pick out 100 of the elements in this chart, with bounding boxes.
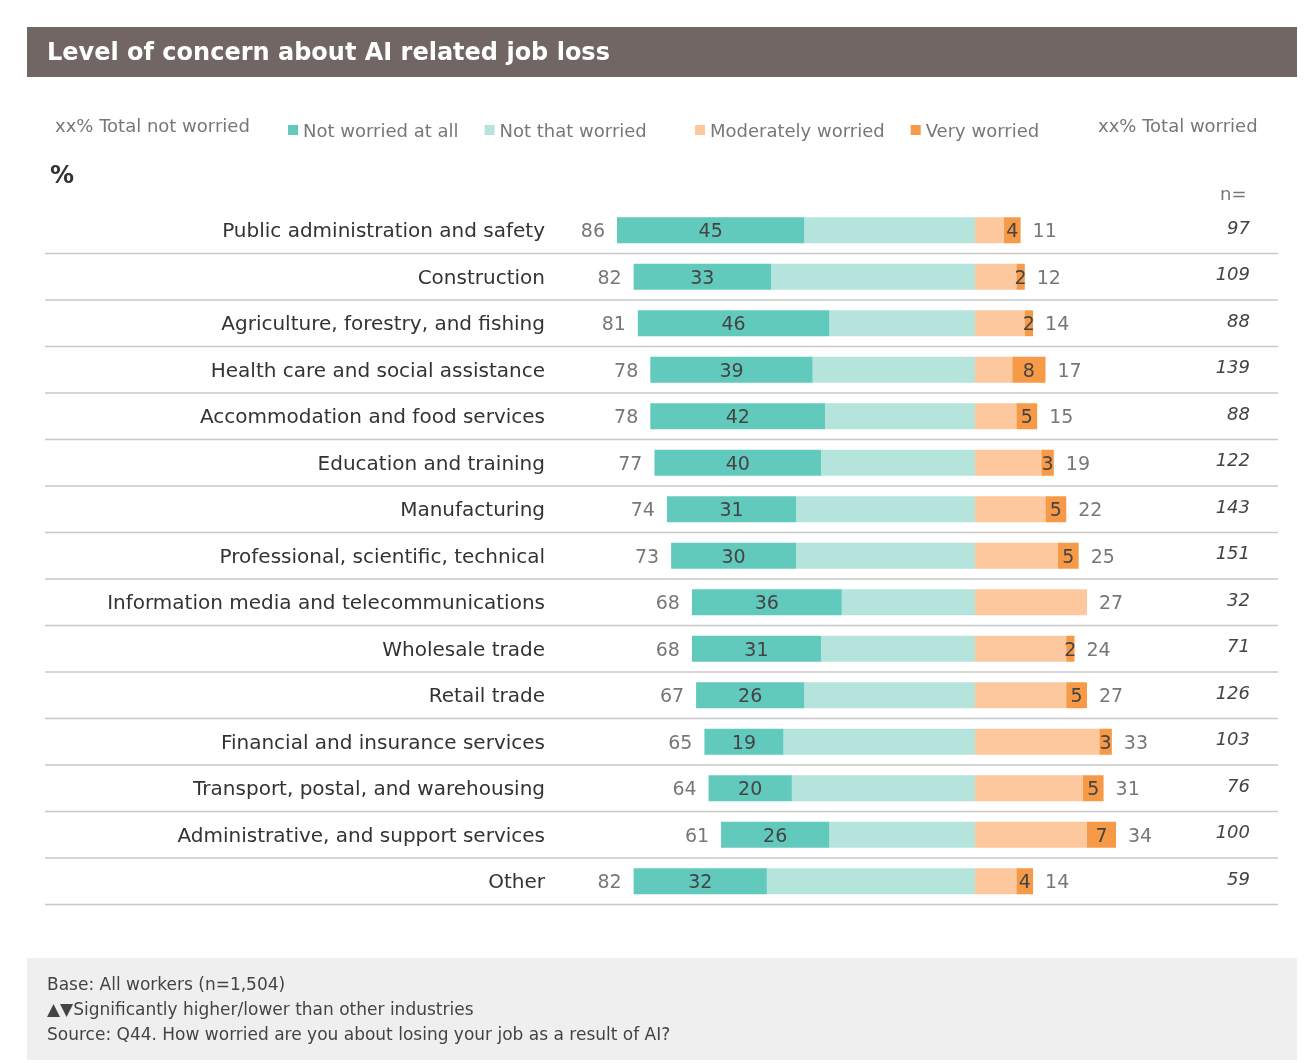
text: 97: [1227, 216, 1251, 238]
data-label: 31: [719, 498, 744, 521]
total-label: 64: [672, 777, 697, 800]
text: 32: [1227, 588, 1250, 610]
y-tick-label: Retail trade: [428, 683, 545, 708]
data-label: 7: [1095, 823, 1108, 846]
total-label: 82: [597, 870, 622, 893]
text: ▲▼Significantly higher/lower than other industries: [47, 998, 475, 1021]
total-label: 11: [1032, 219, 1057, 242]
data-label: 26: [763, 823, 788, 846]
total-label: 77: [618, 451, 643, 474]
legend-label: Not that worried: [499, 119, 647, 141]
text: 122: [1215, 449, 1250, 471]
data-label: 40: [725, 451, 750, 474]
legend-label: Moderately worried: [710, 119, 885, 141]
bar: [721, 821, 830, 848]
bar: [671, 542, 796, 569]
text: 100: [1215, 821, 1250, 843]
total-label: 31: [1115, 777, 1140, 800]
data-label: 32: [688, 870, 713, 893]
data-label: 2: [1022, 312, 1035, 335]
y-tick-label: Wholesale trade: [382, 636, 545, 661]
total-label: 68: [655, 591, 680, 614]
total-label: 74: [630, 498, 655, 521]
bar: [975, 217, 1005, 244]
total-label: 15: [1049, 405, 1074, 428]
data-label: 4: [1006, 219, 1019, 242]
bar: [617, 217, 805, 244]
total-label: 27: [1098, 684, 1124, 707]
text: %: [50, 161, 75, 189]
y-tick-label: Administrative, and support services: [177, 822, 545, 847]
total-label: 34: [1128, 823, 1153, 846]
y-tick-label: Public administration and safety: [222, 218, 546, 243]
bar: [666, 496, 796, 523]
data-label: 42: [725, 405, 750, 428]
total-label: 61: [684, 823, 710, 846]
y-tick-label: Agriculture, forestry, and fishing: [221, 311, 545, 336]
bar: [704, 728, 784, 755]
total-label: 65: [668, 730, 693, 753]
total-label: 82: [597, 265, 622, 288]
total-label: 73: [634, 544, 660, 567]
data-label: 5: [1020, 405, 1033, 428]
y-tick-label: Financial and insurance services: [220, 729, 545, 754]
bar: [633, 263, 772, 290]
y-tick-label: Accommodation and food services: [200, 404, 545, 429]
text: 88: [1227, 402, 1250, 424]
data-label: 4: [1018, 870, 1031, 893]
bar: [1086, 821, 1116, 848]
text: 88: [1227, 309, 1250, 331]
y-tick-label: Health care and social assistance: [210, 357, 545, 382]
total-label: 68: [655, 637, 680, 660]
bar: [650, 356, 813, 383]
total-label: 24: [1086, 637, 1111, 660]
data-label: 3: [1041, 451, 1054, 474]
bar: [975, 356, 1013, 383]
data-label: 33: [690, 265, 715, 288]
text: xx% Total not worried: [55, 114, 250, 136]
total-label: 81: [601, 312, 626, 335]
total-label: 17: [1057, 358, 1082, 381]
y-tick-label: Other: [488, 869, 546, 894]
y-tick-label: Construction: [417, 264, 545, 289]
bar: [633, 868, 767, 895]
data-label: 5: [1087, 777, 1100, 800]
text: 109: [1215, 263, 1250, 285]
y-tick-label: Professional, scientific, technical: [219, 543, 545, 568]
bar: [691, 635, 821, 662]
data-label: 2: [1014, 265, 1027, 288]
data-label: 5: [1062, 544, 1075, 567]
text: 59: [1227, 867, 1250, 889]
data-label: 8: [1022, 358, 1035, 381]
total-label: 19: [1065, 451, 1090, 474]
bar: [696, 682, 805, 709]
text: 71: [1227, 635, 1250, 657]
data-label: 46: [721, 312, 746, 335]
bar: [975, 403, 1017, 430]
bar: [708, 775, 792, 802]
text: 103: [1215, 728, 1250, 750]
total-label: 14: [1045, 312, 1070, 335]
data-label: 5: [1070, 684, 1083, 707]
text: xx% Total worried: [1098, 114, 1258, 136]
text: Level of concern about AI related job loss: [27, 27, 1297, 77]
total-label: 33: [1123, 730, 1149, 753]
total-label: 12: [1036, 265, 1061, 288]
total-label: 78: [614, 405, 639, 428]
data-label: 3: [1099, 730, 1112, 753]
total-label: 22: [1078, 498, 1103, 521]
data-label: 31: [744, 637, 769, 660]
total-label: 27: [1098, 591, 1124, 614]
legend-label: Not worried at all: [303, 119, 459, 141]
data-label: 2: [1064, 637, 1077, 660]
text: 143: [1215, 495, 1250, 517]
text: 139: [1215, 356, 1250, 378]
source-note: Source: Q44. How worried are you about losing your job as a result of AI?: [47, 1023, 672, 1046]
bar: [975, 263, 1017, 290]
data-label: 45: [698, 219, 723, 242]
text: n=: [1220, 182, 1247, 204]
data-label: 20: [738, 777, 763, 800]
data-label: 36: [754, 591, 779, 614]
text: Base: All workers (n=1,504): [47, 973, 287, 996]
bar: [637, 310, 830, 337]
